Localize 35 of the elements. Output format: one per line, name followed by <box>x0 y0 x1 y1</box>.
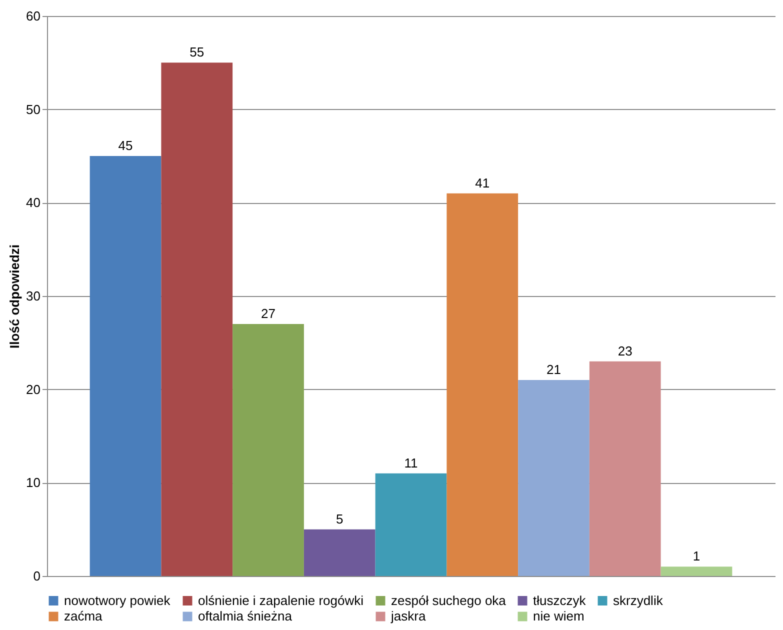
legend-label: nowotwory powiek <box>64 592 171 608</box>
bar <box>660 566 732 576</box>
bar <box>375 473 447 576</box>
data-label: 55 <box>190 44 204 60</box>
bar <box>518 380 590 576</box>
y-axis-title: Ilość odpowiedzi <box>7 244 22 349</box>
data-label: 11 <box>404 455 418 470</box>
data-label: 23 <box>618 343 632 358</box>
bar <box>161 62 233 576</box>
y-tick-label: 50 <box>26 102 40 117</box>
bar <box>90 156 162 576</box>
legend-label: zespół suchego oka <box>391 592 507 608</box>
data-label: 1 <box>692 548 700 564</box>
bar <box>304 529 376 576</box>
legend-label: zaćma <box>64 608 104 624</box>
y-tick-label: 60 <box>26 8 40 24</box>
legend-label: tłuszczyk <box>533 592 586 608</box>
data-label: 45 <box>118 138 133 153</box>
bar <box>232 324 304 576</box>
y-tick-label: 10 <box>26 475 40 490</box>
legend-label: oftalmia śnieżna <box>198 608 293 624</box>
y-tick-label: 40 <box>26 195 40 210</box>
bar <box>446 193 518 576</box>
y-tick-label: 20 <box>26 382 40 397</box>
data-label: 5 <box>336 511 344 526</box>
legend-label: nie wiem <box>533 608 584 624</box>
y-tick-label: 0 <box>33 568 40 584</box>
data-label: 21 <box>546 362 561 377</box>
y-tick-label: 30 <box>26 288 40 304</box>
data-label: 41 <box>475 175 490 190</box>
legend-label: jaskra <box>390 608 426 624</box>
legend-label: skrzydlik <box>613 592 664 608</box>
bar <box>589 361 661 576</box>
data-label: 27 <box>261 306 276 321</box>
legend-label: olśnienie i zapalenie rogówki <box>198 592 364 608</box>
